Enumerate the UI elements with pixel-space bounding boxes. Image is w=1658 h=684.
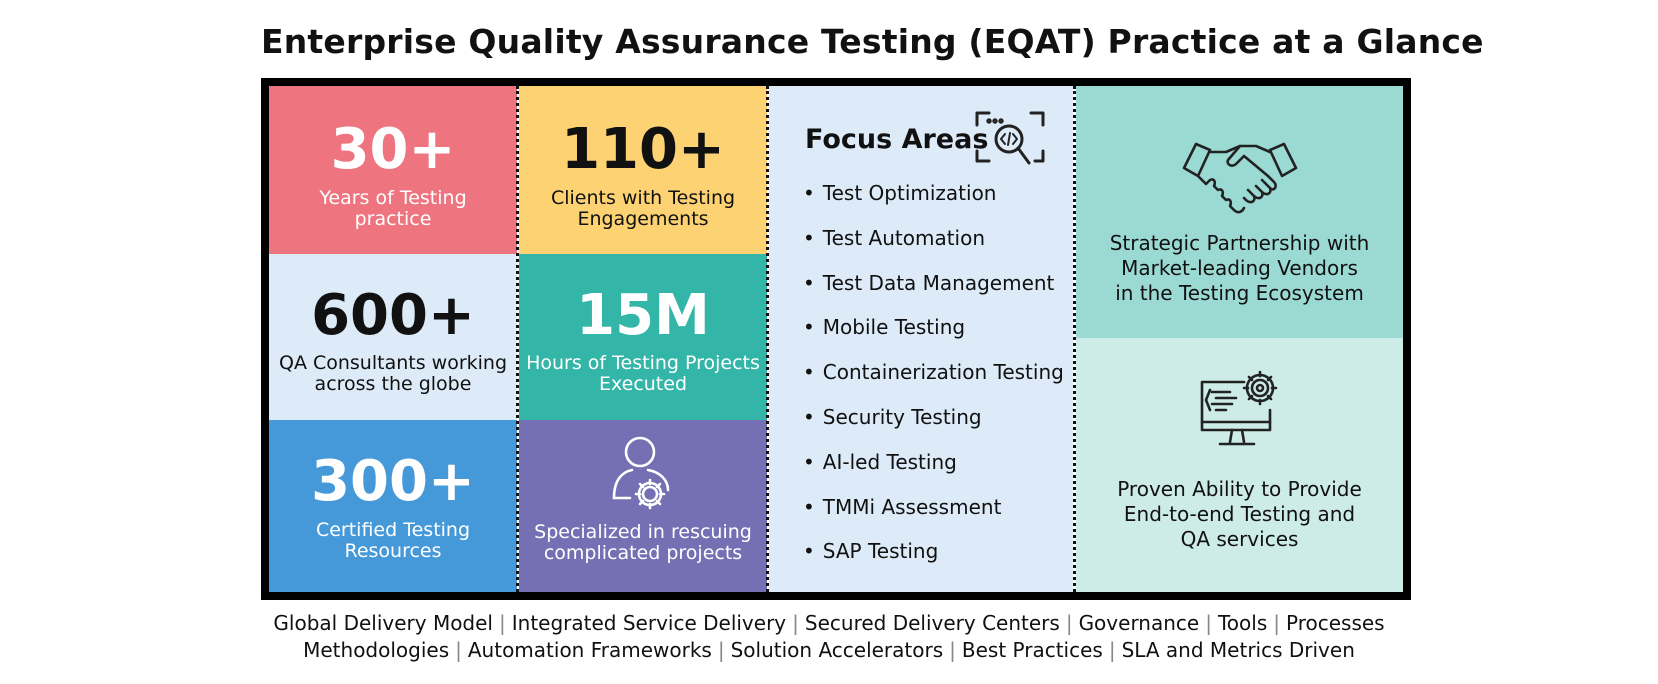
focus-areas-list: Test Optimization Test Automation Test D… (803, 181, 1064, 584)
stat-certified: 300+ Certified Testing Resources (269, 420, 517, 592)
stat-certified-value: 300+ (311, 449, 475, 514)
stat-years: 30+ Years of Testing practice (269, 86, 517, 254)
stat-rescue: Specialized in rescuing complicated proj… (519, 420, 767, 592)
list-item: TMMi Assessment (803, 495, 1064, 540)
monitor-gear-icon (1200, 370, 1278, 446)
column-divider (1073, 86, 1076, 592)
footer-item: Processes (1286, 611, 1385, 635)
list-item: AI-led Testing (803, 450, 1064, 495)
stat-consultants-label: QA Consultants working across the globe (278, 352, 508, 395)
list-item: Test Optimization (803, 181, 1064, 226)
footer-item: Best Practices (961, 638, 1103, 662)
stat-hours-label: Hours of Testing Projects Executed (526, 352, 760, 395)
footer-item: Automation Frameworks (467, 638, 712, 662)
page-title: Enterprise Quality Assurance Testing (EQ… (261, 22, 1484, 61)
footer-item: Global Delivery Model (273, 611, 493, 635)
footer-separator: | (1065, 611, 1073, 635)
focus-areas-panel: Focus Areas Test Optimization Test Autom… (769, 86, 1073, 592)
footer-separator: | (455, 638, 462, 662)
ability-panel: Proven Ability to Provide End-to-end Tes… (1076, 338, 1403, 592)
stat-consultants: 600+ QA Consultants working across the g… (269, 254, 517, 420)
footer-separator: | (1205, 611, 1212, 635)
footer-item: Methodologies (303, 638, 450, 662)
code-search-icon (975, 111, 1045, 165)
column-divider (516, 86, 519, 592)
stat-hours: 15M Hours of Testing Projects Executed (519, 254, 767, 420)
list-item: Test Data Management (803, 271, 1064, 316)
stat-certified-label: Certified Testing Resources (315, 519, 471, 562)
glance-grid: 30+ Years of Testing practice 600+ QA Co… (269, 86, 1403, 592)
footer-row-1: Global Delivery Model | Integrated Service… (0, 611, 1658, 635)
footer-separator: | (1108, 638, 1116, 662)
stat-consultants-value: 600+ (311, 283, 475, 348)
footer-separator: | (1273, 611, 1280, 635)
stat-clients: 110+ Clients with Testing Engagements (519, 86, 767, 254)
person-gear-icon (612, 436, 670, 510)
glance-panel: 30+ Years of Testing practice 600+ QA Co… (261, 78, 1411, 600)
footer-item: SLA and Metrics Driven (1121, 638, 1355, 662)
stat-rescue-label: Specialized in rescuing complicated proj… (534, 521, 752, 564)
column-divider (766, 86, 769, 592)
footer-separator: | (949, 638, 956, 662)
footer-separator: | (717, 638, 725, 662)
stat-hours-value: 15M (576, 283, 710, 348)
footer-separator: | (499, 611, 506, 635)
footer-item: Solution Accelerators (730, 638, 944, 662)
stat-years-value: 30+ (330, 117, 456, 182)
list-item: Mobile Testing (803, 315, 1064, 360)
footer-item: Secured Delivery Centers (804, 611, 1060, 635)
ability-text: Proven Ability to Provide End-to-end Tes… (1117, 477, 1362, 551)
list-item: SAP Testing (803, 539, 1064, 584)
focus-areas-title: Focus Areas (805, 124, 989, 155)
list-item: Containerization Testing (803, 360, 1064, 405)
handshake-icon (1182, 142, 1298, 214)
list-item: Test Automation (803, 226, 1064, 271)
stat-clients-label: Clients with Testing Engagements (550, 187, 736, 230)
footer-item: Tools (1217, 611, 1268, 635)
partnership-panel: Strategic Partnership with Market-leadin… (1076, 86, 1403, 338)
footer-separator: | (792, 611, 799, 635)
footer-item: Integrated Service Delivery (511, 611, 787, 635)
footer-row-2: Methodologies | Automation Frameworks | Solu… (0, 638, 1658, 662)
footer-item: Governance (1078, 611, 1200, 635)
list-item: Security Testing (803, 405, 1064, 450)
partnership-text: Strategic Partnership with Market-leadin… (1109, 231, 1370, 305)
stat-years-label: Years of Testing practice (319, 187, 467, 230)
stat-clients-value: 110+ (561, 117, 725, 182)
